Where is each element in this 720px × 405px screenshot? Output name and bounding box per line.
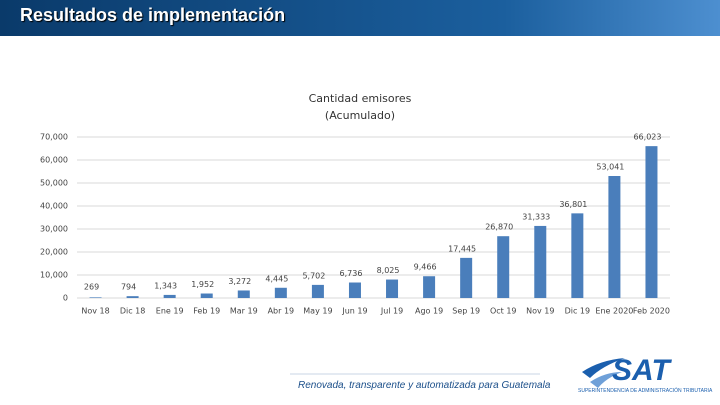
data-label: 3,272	[228, 277, 251, 286]
chart-title: Cantidad emisores (Acumulado)	[308, 92, 412, 122]
bar	[274, 287, 287, 298]
y-tick-label: 0	[63, 294, 68, 303]
footer-slogan: Renovada, transparente y automatizada pa…	[298, 380, 551, 391]
data-label: 1,952	[191, 280, 214, 289]
y-tick-label: 40,000	[40, 202, 68, 211]
x-tick-label: Dic 18	[120, 307, 146, 316]
data-label: 31,333	[522, 212, 550, 221]
data-label: 1,343	[154, 281, 177, 290]
x-tick-label: Ene 2020	[595, 307, 633, 316]
data-label: 6,736	[340, 269, 363, 278]
logo: SAT	[612, 354, 670, 387]
data-label: 9,466	[414, 263, 437, 272]
data-label: 4,445	[265, 274, 288, 283]
data-label: 5,702	[302, 271, 325, 280]
y-tick-label: 70,000	[40, 133, 68, 142]
x-tick-label: Ene 19	[156, 307, 184, 316]
logo-subtitle: Superintendencia de Administración Tribu…	[578, 388, 713, 394]
x-tick-label: Mar 19	[230, 307, 258, 316]
bar	[386, 279, 399, 298]
bar	[460, 257, 473, 298]
header-bar: Resultados de implementación	[0, 0, 720, 36]
data-label: 53,041	[596, 163, 624, 172]
bar	[608, 176, 621, 298]
y-tick-label: 60,000	[40, 156, 68, 165]
bar	[89, 297, 102, 298]
data-label: 36,801	[559, 200, 587, 209]
bar	[200, 293, 213, 298]
data-label: 17,445	[448, 244, 476, 253]
bar	[534, 225, 547, 298]
x-tick-label: Abr 19	[268, 307, 295, 316]
x-tick-label: Feb 19	[193, 307, 220, 316]
bar	[163, 294, 176, 298]
y-tick-label: 20,000	[40, 248, 68, 257]
x-tick-label: Feb 2020	[633, 307, 670, 316]
bar	[571, 213, 584, 298]
x-tick-label: May 19	[303, 307, 332, 316]
slide-title: Resultados de implementación	[20, 5, 286, 25]
x-tick-label: Ago 19	[415, 307, 443, 316]
x-tick-label: Sep 19	[452, 307, 480, 316]
data-label: 26,870	[485, 223, 513, 232]
data-label: 794	[121, 283, 136, 292]
bar	[645, 146, 658, 298]
x-tick-label: Dic 19	[565, 307, 591, 316]
x-tick-label: Nov 18	[81, 307, 109, 316]
x-tick-label: Jun 19	[341, 307, 367, 316]
bar	[497, 236, 510, 298]
data-label: 66,023	[633, 133, 661, 142]
x-tick-label: Oct 19	[490, 307, 517, 316]
bar	[311, 284, 324, 298]
bar	[237, 290, 250, 298]
bar	[423, 276, 436, 298]
data-label: 269	[84, 283, 99, 292]
x-tick-label: Nov 19	[526, 307, 554, 316]
data-label: 8,025	[377, 266, 400, 275]
chart: 0 10,000 20,000 30,000 40,000 50,000 60,000 70,…	[40, 133, 670, 316]
bar	[126, 296, 139, 298]
x-tick-label: Jul 19	[380, 307, 403, 316]
bar	[348, 282, 361, 298]
y-tick-label: 50,000	[40, 179, 68, 188]
y-tick-label: 10,000	[40, 271, 68, 280]
y-tick-label: 30,000	[40, 225, 68, 234]
